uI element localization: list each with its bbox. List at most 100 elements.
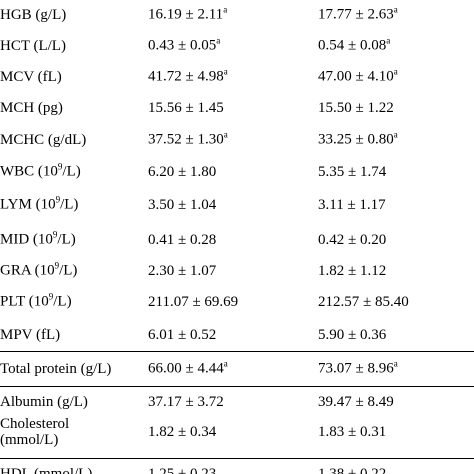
superscript: a xyxy=(223,358,228,369)
cell-text: 73.07 ± 8.96 xyxy=(318,360,394,377)
cell-text: /L) xyxy=(57,231,76,248)
group2-value: 73.07 ± 8.96a xyxy=(318,358,398,378)
group2-value: 5.35 ± 1.74 xyxy=(318,164,386,180)
cell-text: 2.30 ± 1.07 xyxy=(148,263,217,279)
row-label: MPV (fL) xyxy=(0,327,60,343)
cell-text: Albumin (g/L) xyxy=(0,394,88,410)
row-label: MID (109/L) xyxy=(0,229,76,249)
cell-text: 1.38 ± 0.22 xyxy=(318,466,387,474)
row-label: LYM (109/L) xyxy=(0,195,79,214)
cell-text: MPV (fL) xyxy=(0,327,61,343)
cell-text: 3.11 ± 1.17 xyxy=(318,197,386,213)
group2-value: 17.77 ± 2.63a xyxy=(318,4,398,24)
group2-value: 5.90 ± 0.36 xyxy=(318,327,386,343)
cell-text: MCV (fL) xyxy=(0,69,62,85)
cell-text: 0.43 ± 0.05 xyxy=(148,37,217,54)
group2-value: 3.11 ± 1.17 xyxy=(318,197,386,213)
superscript: a xyxy=(393,66,398,77)
group2-value: 39.47 ± 8.49 xyxy=(318,394,394,410)
group1-value: 37.17 ± 3.72 xyxy=(148,394,224,410)
group1-value: 37.52 ± 1.30a xyxy=(148,129,228,149)
superscript: a xyxy=(393,358,398,369)
group1-value: 0.43 ± 0.05a xyxy=(148,35,221,55)
cell-text: MCH (pg) xyxy=(0,100,63,116)
cell-text: /L) xyxy=(59,262,78,279)
group1-value: 41.72 ± 4.98a xyxy=(148,67,228,86)
group2-value: 33.25 ± 0.80a xyxy=(318,129,398,149)
cell-text: 212.57 ± 85.40 xyxy=(318,294,409,310)
cell-text: 6.01 ± 0.52 xyxy=(148,327,217,343)
cell-text: HDL (mmol/L) xyxy=(0,466,93,474)
cell-text: LYM (10 xyxy=(0,196,56,213)
group2-value: 0.54 ± 0.08a xyxy=(318,35,391,55)
group2-value: 212.57 ± 85.40 xyxy=(318,294,409,310)
row-label: MCH (pg) xyxy=(0,100,63,116)
group1-value: 15.56 ± 1.45 xyxy=(148,100,224,116)
superscript: a xyxy=(386,35,391,46)
superscript: 9 xyxy=(52,229,58,240)
cell-text: 1.82 ± 1.12 xyxy=(318,263,387,279)
row-label: MCHC (g/dL) xyxy=(0,132,86,148)
group2-value: 1.83 ± 0.31 xyxy=(318,424,386,440)
cell-text: 3.50 ± 1.04 xyxy=(148,197,217,213)
cell-text: 15.56 ± 1.45 xyxy=(148,100,224,116)
cell-text: 1.82 ± 0.34 xyxy=(148,424,217,440)
group1-value: 2.30 ± 1.07 xyxy=(148,263,216,279)
superscript: a xyxy=(223,4,228,15)
group1-value: 6.01 ± 0.52 xyxy=(148,327,216,343)
superscript: 9 xyxy=(54,260,60,271)
cell-text: 33.25 ± 0.80 xyxy=(318,131,394,148)
superscript: a xyxy=(216,35,221,46)
cell-text: MCHC (g/dL) xyxy=(0,132,87,148)
cell-text: 0.41 ± 0.28 xyxy=(148,232,217,248)
cell-text: 41.72 ± 4.98 xyxy=(148,68,224,85)
cell-text: WBC (10 xyxy=(0,163,58,180)
cell-text: 1.25 ± 0.23 xyxy=(148,466,217,474)
cell-text: 15.50 ± 1.22 xyxy=(318,100,394,116)
cell-text: MID (10 xyxy=(0,231,53,248)
cell-text: HCT (L/L) xyxy=(0,38,66,54)
cell-text: 211.07 ± 69.69 xyxy=(148,294,239,310)
cell-text: 6.20 ± 1.80 xyxy=(148,164,217,180)
row-divider xyxy=(0,386,474,387)
cell-text: 37.17 ± 3.72 xyxy=(148,394,224,410)
cell-text: HGB (g/L) xyxy=(0,7,67,23)
group1-value: 6.20 ± 1.80 xyxy=(148,164,216,180)
superscript: a xyxy=(393,129,398,140)
cell-text: Cholesterol (mmol/L) xyxy=(0,416,70,448)
cell-text: 37.52 ± 1.30 xyxy=(148,131,224,148)
cell-text: 5.90 ± 0.36 xyxy=(318,327,387,343)
row-divider xyxy=(0,458,474,459)
group1-value: 16.19 ± 2.11a xyxy=(148,4,228,24)
superscript: a xyxy=(393,4,398,15)
row-divider xyxy=(0,351,474,352)
group2-value: 47.00 ± 4.10a xyxy=(318,66,398,86)
cell-text: GRA (10 xyxy=(0,262,55,279)
row-label: PLT (109/L) xyxy=(0,292,72,311)
row-label: Total protein (g/L) xyxy=(0,361,111,377)
cell-text: PLT (10 xyxy=(0,293,49,310)
group1-value: 0.41 ± 0.28 xyxy=(148,232,216,248)
group1-value: 1.82 ± 0.34 xyxy=(148,424,216,440)
cell-text: 1.83 ± 0.31 xyxy=(318,424,387,440)
group1-value: 3.50 ± 1.04 xyxy=(148,197,216,213)
cell-text: Total protein (g/L) xyxy=(0,361,112,377)
cell-text: /L) xyxy=(60,196,79,213)
cell-text: /L) xyxy=(53,293,72,310)
row-label: HDL (mmol/L) xyxy=(0,466,92,474)
superscript: a xyxy=(223,129,228,140)
cell-text: 5.35 ± 1.74 xyxy=(318,164,387,180)
row-label: HCT (L/L) xyxy=(0,38,66,54)
superscript: 9 xyxy=(57,161,63,172)
cell-text: 0.54 ± 0.08 xyxy=(318,37,387,54)
group2-value: 1.82 ± 1.12 xyxy=(318,263,386,279)
cell-text: 0.42 ± 0.20 xyxy=(318,232,387,248)
group1-value: 211.07 ± 69.69 xyxy=(148,294,238,310)
cell-text: 66.00 ± 4.44 xyxy=(148,360,224,377)
row-label: Albumin (g/L) xyxy=(0,394,88,410)
cell-text: 17.77 ± 2.63 xyxy=(318,6,394,23)
group1-value: 1.25 ± 0.23 xyxy=(148,466,216,474)
row-label: GRA (109/L) xyxy=(0,260,78,280)
group2-value: 15.50 ± 1.22 xyxy=(318,100,394,116)
